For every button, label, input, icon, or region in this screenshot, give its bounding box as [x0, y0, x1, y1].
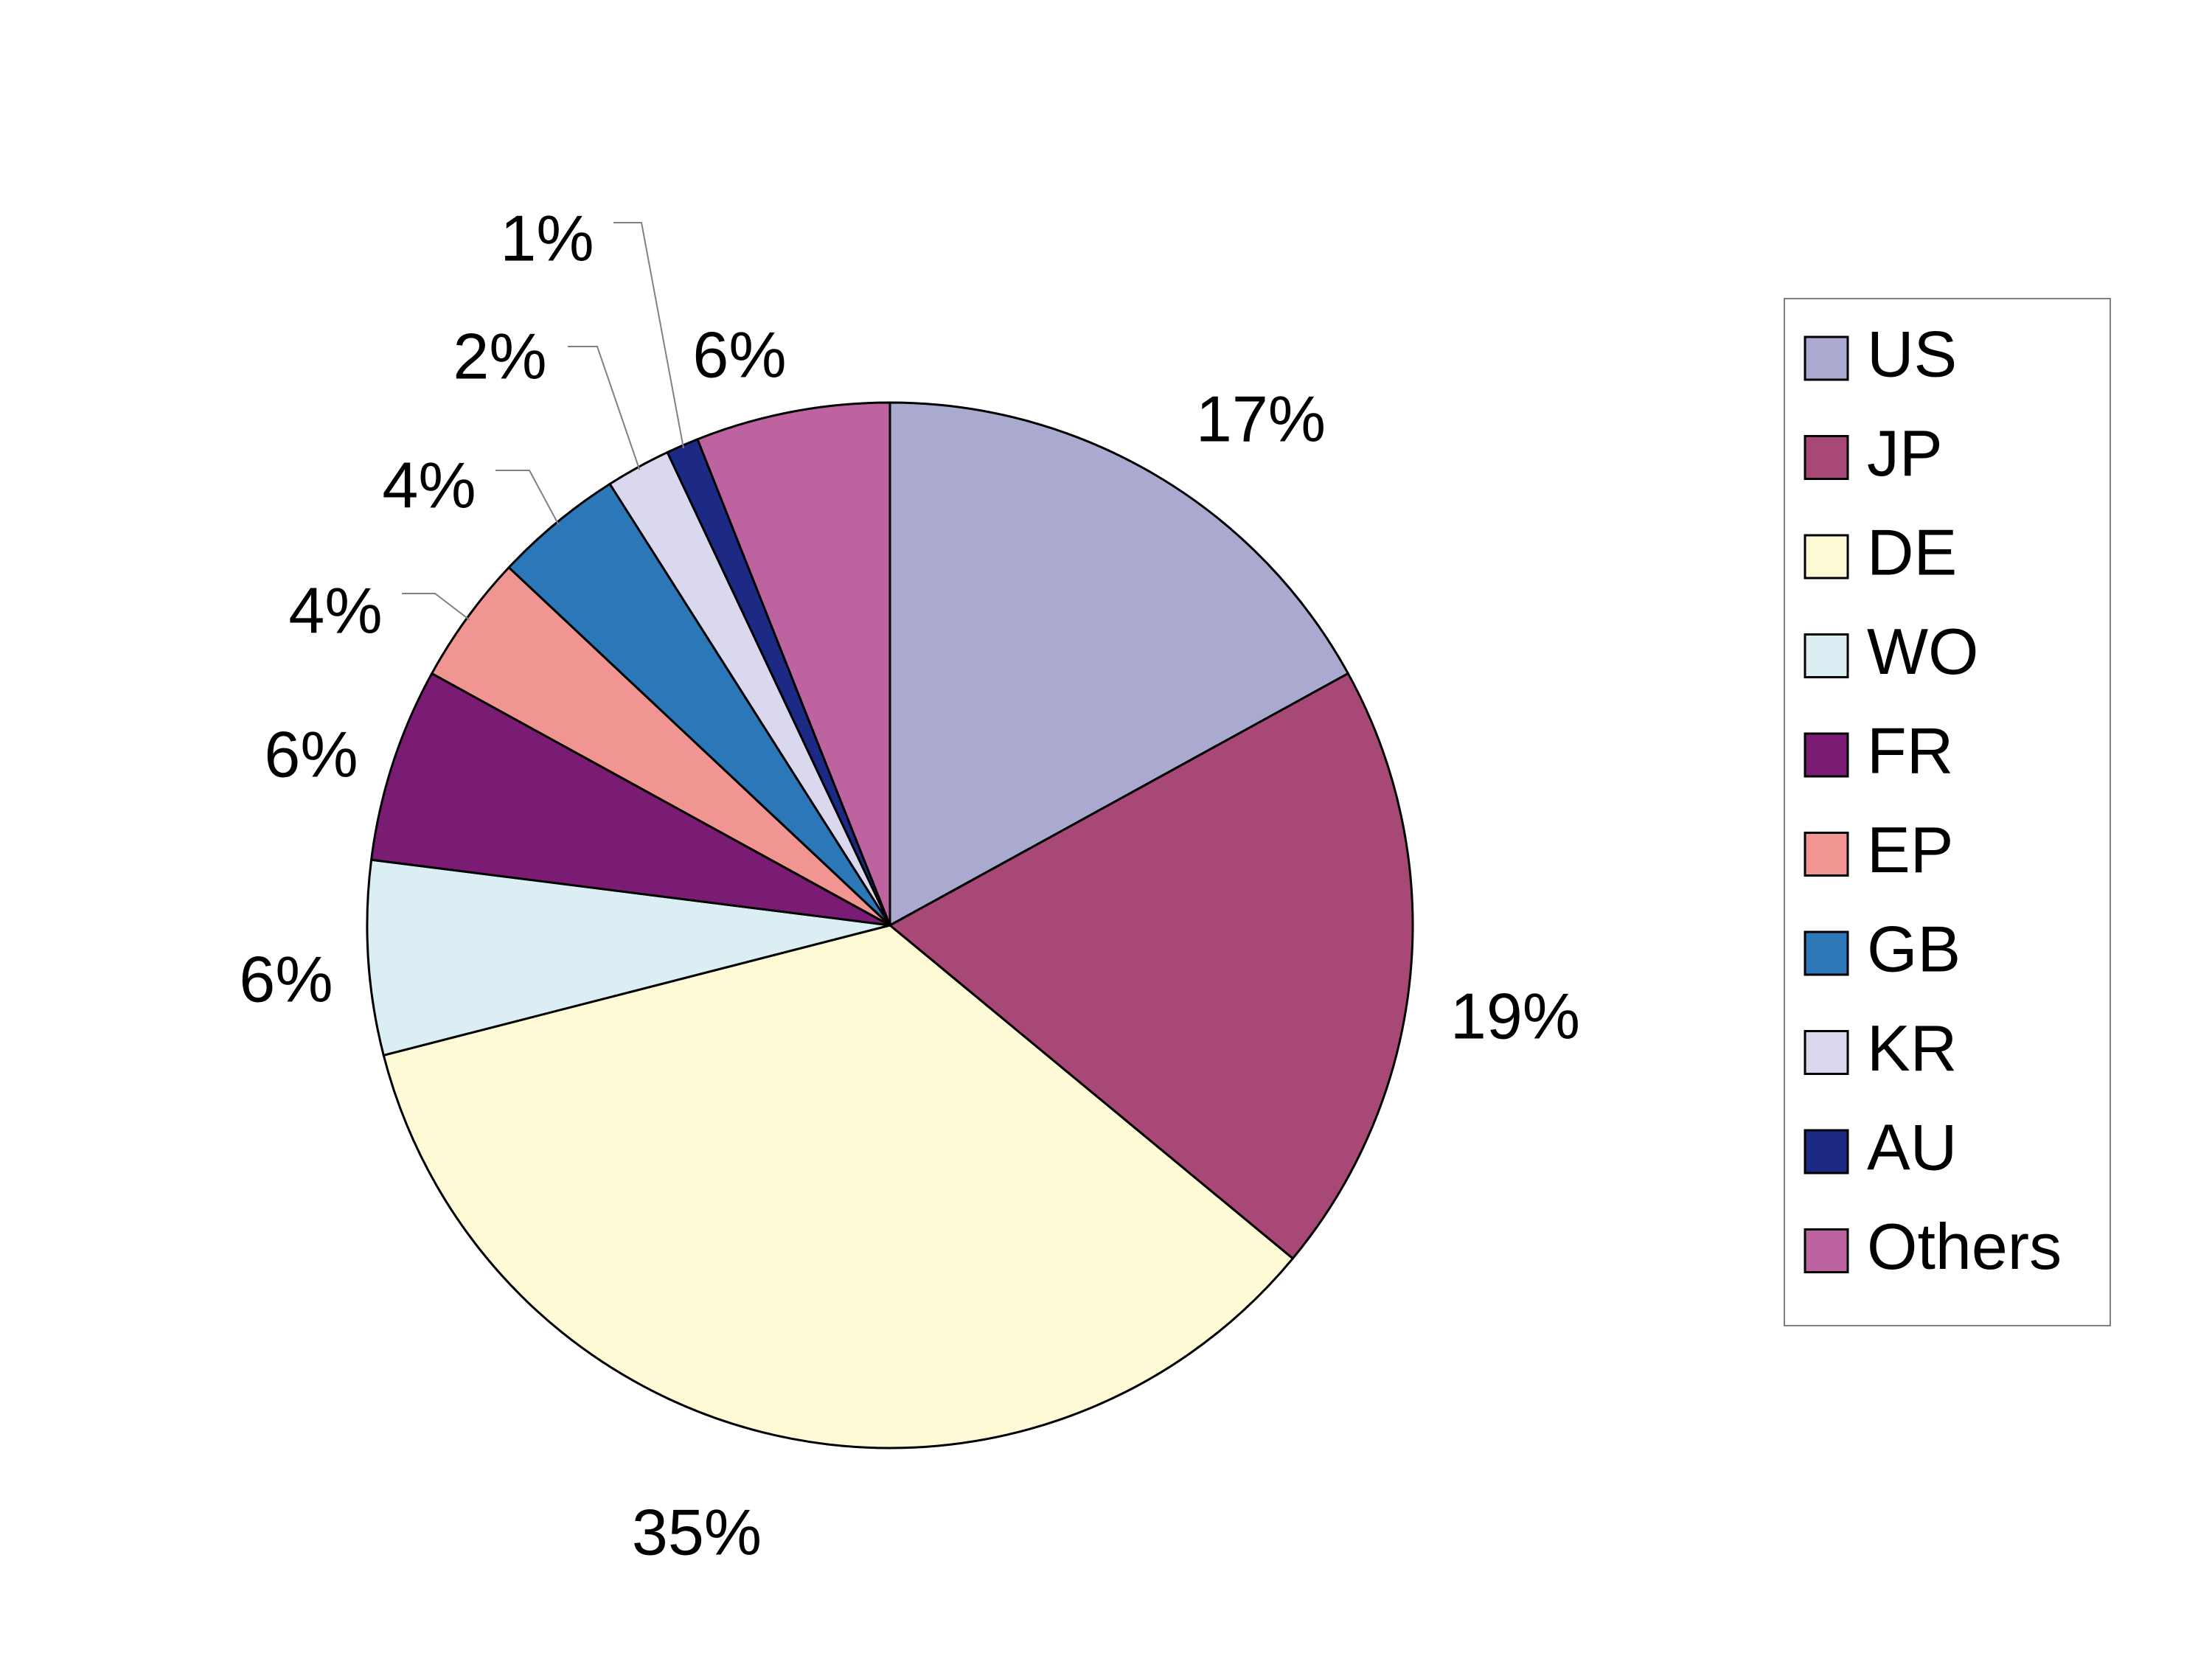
legend-swatch-gb [1804, 930, 1849, 976]
legend-label-de: DE [1867, 515, 1957, 588]
slice-label-ep: 4% [288, 574, 382, 647]
pie-slices [366, 401, 1414, 1450]
slice-label-de: 35% [632, 1495, 762, 1568]
slice-label-fr: 6% [264, 717, 358, 790]
leader-lines [402, 222, 684, 621]
slice-label-others: 6% [692, 318, 786, 391]
slice-label-us: 17% [1196, 382, 1326, 455]
slice-label-jp: 19% [1450, 979, 1580, 1052]
legend-swatch-de [1804, 534, 1849, 580]
legend-swatch-wo [1804, 633, 1849, 678]
legend-label-au: AU [1867, 1110, 1957, 1183]
legend-swatch-others [1804, 1228, 1849, 1273]
leader-line-kr [568, 346, 641, 470]
legend-swatch-au [1804, 1129, 1849, 1174]
legend-swatch-fr [1804, 732, 1849, 778]
pie-slice-de [382, 924, 1294, 1450]
slice-labels: 17% 19% 35% 6% 6% 4%4% 2% 1% 6% [239, 201, 1580, 1568]
leader-line-au [613, 222, 684, 449]
slice-label-gb: 4% [382, 448, 476, 521]
legend-label-others: Others [1867, 1210, 2062, 1283]
legend-label-ep: EP [1867, 813, 1953, 886]
leader-line-gb [495, 470, 560, 526]
legend-label-jp: JP [1867, 417, 1943, 490]
legend-label-fr: FR [1867, 714, 1953, 787]
legend-swatch-jp [1804, 435, 1849, 480]
pie-slice-jp [888, 672, 1414, 1260]
pie-slice-wo [366, 858, 891, 1057]
legend-label-wo: WO [1867, 615, 1979, 688]
legend: US JP DE WO FR EP GB KR AU Others [1784, 298, 2111, 1326]
leader-line-ep [402, 593, 470, 621]
legend-label-kr: KR [1867, 1012, 1957, 1085]
legend-label-us: US [1867, 317, 1957, 390]
slice-label-wo: 6% [239, 942, 333, 1015]
legend-swatch-kr [1804, 1030, 1849, 1075]
legend-label-gb: GB [1867, 912, 1961, 985]
slice-label-au: 1% [500, 201, 594, 274]
slice-label-kr: 2% [453, 319, 546, 392]
pie-slice-fr [370, 672, 891, 927]
legend-swatch-us [1804, 335, 1849, 381]
pie-slice-others [696, 401, 891, 927]
pie-slice-us [888, 401, 1349, 927]
legend-swatch-ep [1804, 832, 1849, 877]
